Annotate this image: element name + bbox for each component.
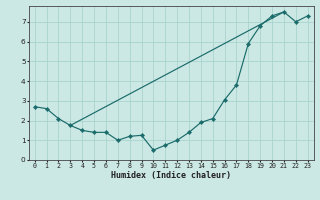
X-axis label: Humidex (Indice chaleur): Humidex (Indice chaleur) — [111, 171, 231, 180]
